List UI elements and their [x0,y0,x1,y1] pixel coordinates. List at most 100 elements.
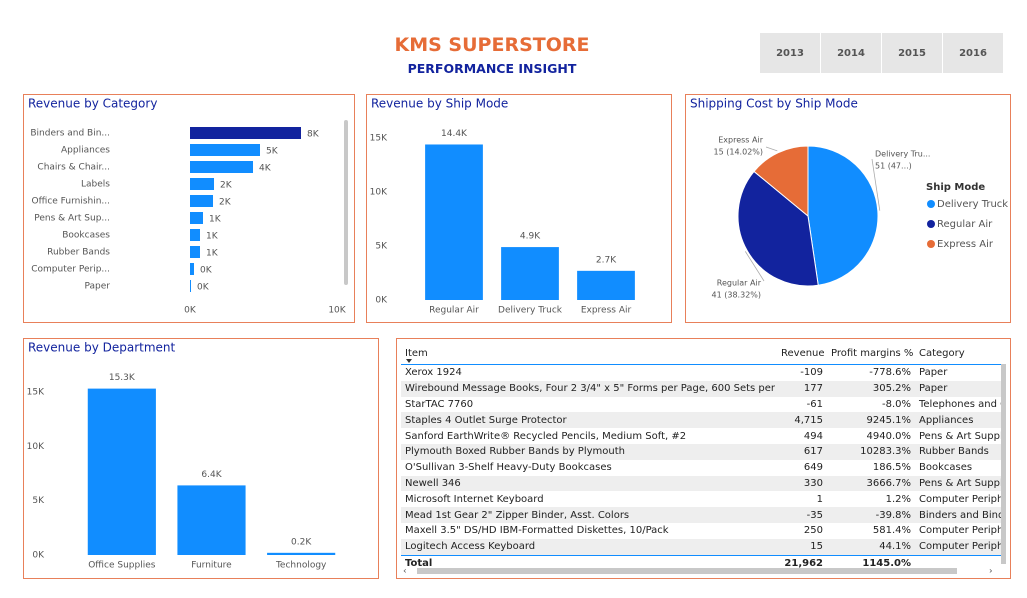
year-button[interactable]: 2013 [760,33,820,73]
y-tick-label: 0K [32,551,45,561]
bar [190,127,301,139]
total-row: Total 21,962 1145.0% [401,554,1003,572]
category-label: Pens & Art Sup... [34,214,110,224]
legend-marker [927,200,935,208]
table-cell: Plymouth Boxed Rubber Bands by Plymouth [401,443,777,460]
table-cell: O'Sullivan 3-Shelf Heavy-Duty Bookcases [405,462,612,474]
table-row: Plymouth Boxed Rubber Bands by Plymouth 6… [401,443,1003,460]
table-cell: 9245.1% [827,412,915,429]
y-tick-label: 10K [27,442,45,452]
table-cell: Maxell 3.5" DS/HD IBM-Formatted Diskette… [405,525,669,537]
table-cell: 3666.7% [827,475,915,492]
table-row: Maxell 3.5" DS/HD IBM-Formatted Diskette… [401,523,1003,539]
table-cell: 4940.0% [866,430,912,442]
value-label: 1K [206,249,219,259]
table-row: StarTAC 7760 -61 -8.0% Telephones and Co [401,397,1003,413]
table-cell: Computer Peripher [915,538,1003,556]
x-tick-label: Express Air [581,306,632,316]
legend-label: Delivery Truck [937,199,1008,210]
slice-value-label: 41 (38.32%) [712,291,761,300]
year-button[interactable]: 2014 [821,33,881,73]
x-tick-label: Regular Air [429,306,479,316]
bar [267,552,336,555]
table-cell: StarTAC 7760 [405,398,474,410]
value-label: 8K [307,130,320,140]
table-row: Wirebound Message Books, Four 2 3/4" x 5… [401,380,1003,397]
table-cell: -35 [777,507,827,523]
table-cell: 44.1% [827,538,915,556]
bar [190,195,214,207]
table-cell: 330 [777,475,827,492]
legend-label: Express Air [937,239,994,250]
bar [190,280,191,292]
value-label: 4.9K [520,232,541,242]
value-label: 6.4K [201,470,222,480]
bar [87,388,156,555]
table-cell: Staples 4 Outlet Surge Protector [401,412,777,429]
category-label: Binders and Bin... [30,129,110,139]
table-cell: Pens & Art Supplie [919,430,1003,442]
table-cell: Paper [915,380,1003,397]
table-cell: 4,715 [777,412,827,429]
table-cell: 305.2% [827,380,915,397]
year-button[interactable]: 2016 [943,33,1003,73]
year-button[interactable]: 2015 [882,33,942,73]
table-cell: 581.4% [872,525,911,537]
pie-slice [807,145,879,286]
bar [501,247,559,300]
column-header: Profit margins % [827,342,915,365]
table-cell: Computer Peripher [919,493,1003,505]
legend-title: Ship Mode [926,182,985,193]
bar [190,229,200,241]
chart-title: Revenue by Department [28,341,176,355]
value-label: 5K [266,147,279,157]
chart-title: Revenue by Category [28,97,157,111]
bar [190,178,215,190]
column-header: Revenue [777,342,827,365]
dashboard-subtitle: PERFORMANCE INSIGHT [407,61,577,76]
y-tick-label: 10K [370,188,388,198]
bar [577,270,635,300]
slice-value-label: 15 (14.02%) [714,148,763,157]
table-row: Mead 1st Gear 2" Zipper Binder, Asst. Co… [401,507,1003,523]
value-label: 2.7K [596,255,617,265]
table-cell: Xerox 1924 [405,367,462,379]
table-cell: Mead 1st Gear 2" Zipper Binder, Asst. Co… [401,507,777,523]
table-cell: Computer Peripher [919,525,1003,537]
category-label: Office Furnishin... [32,197,110,207]
category-label: Paper [85,282,111,292]
bar [177,485,246,555]
bar [190,263,194,275]
column-header: Item [401,342,777,365]
table-row: Staples 4 Outlet Surge Protector 4,715 924… [401,412,1003,429]
panel: Revenue by Department 0K 5K 10K 15K 15.3K Offi… [23,338,379,579]
y-tick-label: 15K [27,387,45,397]
table-cell: -109 [800,367,823,379]
slice-label: Express Air [718,136,763,145]
value-label: 4K [259,164,272,174]
table-cell: Bookcases [919,462,973,474]
table-cell: -61 [806,398,823,410]
value-label: 14.4K [441,129,468,139]
chart: Revenue by Department 0K 5K 10K 15K 15.3K Offi… [27,341,336,571]
y-tick-label: 0K [375,296,388,306]
table-cell: -39.8% [827,507,915,523]
table-cell: 617 [777,443,827,460]
table-cell: Logitech Access Keyboard [401,538,777,556]
category-label: Chairs & Chair... [37,163,110,173]
category-label: Bookcases [62,231,110,241]
chart-title: Shipping Cost by Ship Mode [690,97,858,111]
y-tick-label: 15K [370,134,388,144]
table-cell: Pens & Art Supplie [915,475,1003,492]
table-cell: Binders and Binder [915,507,1003,523]
total-cell: 1145.0% [827,554,915,572]
value-label: 1K [206,232,219,242]
total-cell: Total [401,554,777,572]
table-cell: 1.2% [885,493,911,505]
category-label: Appliances [61,146,110,156]
total-cell [915,554,1003,572]
pie-slice [737,170,819,287]
bar [425,144,483,300]
scrollbar [344,120,348,285]
